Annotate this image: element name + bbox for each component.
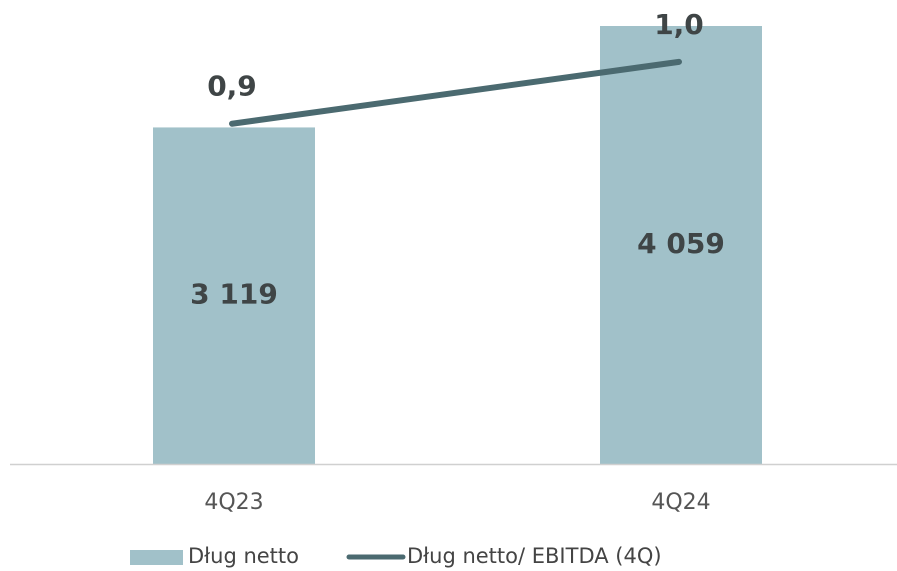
line-value-label: 0,9	[207, 70, 257, 103]
legend-swatch	[130, 550, 183, 565]
bar-value-label: 3 119	[190, 278, 278, 311]
x-tick-label: 4Q24	[651, 490, 710, 515]
bar	[153, 127, 315, 464]
legend-label: Dług netto/ EBITDA (4Q)	[407, 544, 662, 568]
bar-value-label: 4 059	[637, 227, 725, 260]
line-value-label: 1,0	[654, 8, 704, 41]
x-tick-label: 4Q23	[204, 490, 263, 515]
line	[229, 58, 682, 127]
legend-label: Dług netto	[188, 544, 299, 568]
bar	[600, 26, 762, 464]
